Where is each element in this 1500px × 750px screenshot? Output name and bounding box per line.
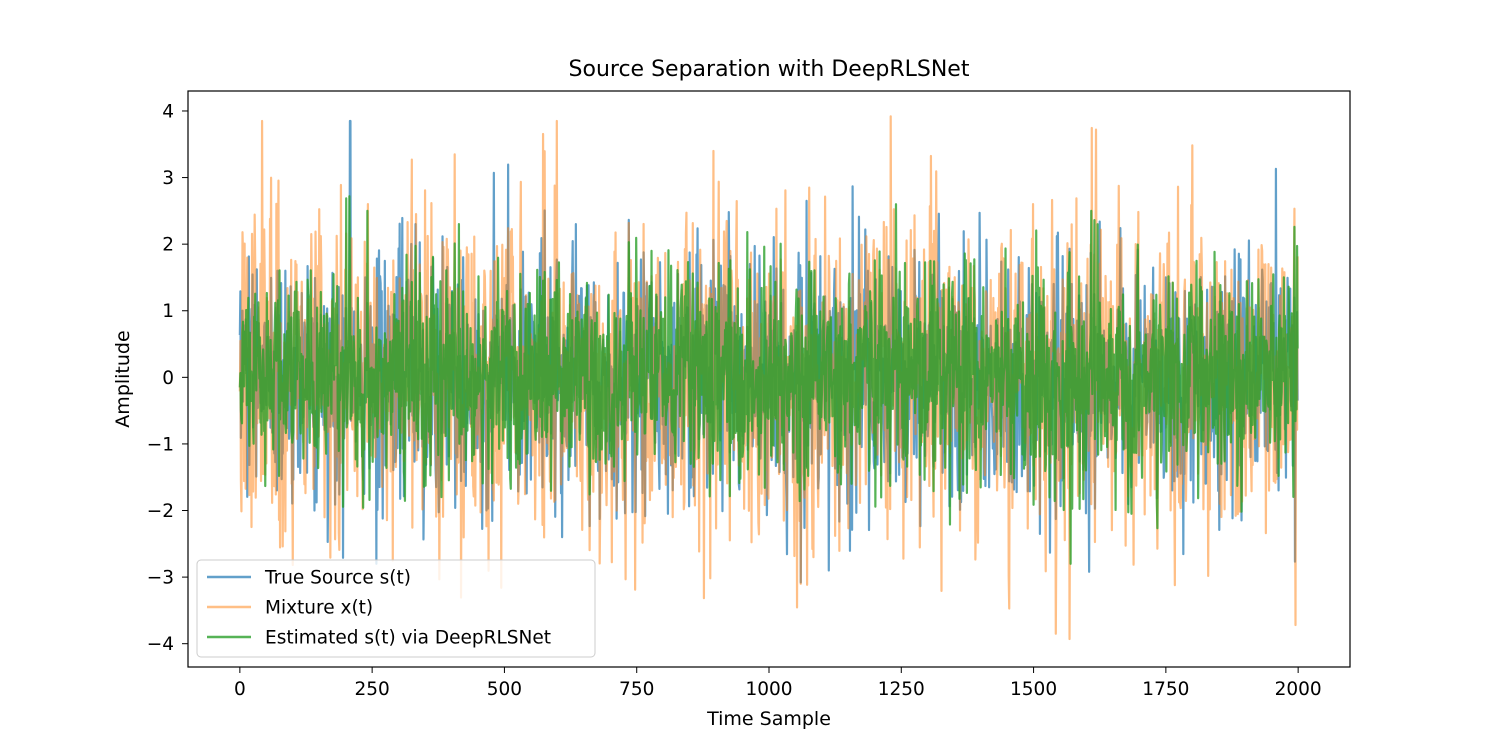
legend-label: Estimated s(t) via DeepRLSNet [265,628,551,649]
y-tick-label: 0 [162,368,174,389]
y-tick-label: 1 [162,301,174,322]
x-tick-label: 500 [487,679,522,700]
x-axis: 0 250 500 750 1000 1250 1500 1750 2000 [234,667,1322,700]
chart-title: Source Separation with DeepRLSNet [569,57,970,82]
x-tick-label: 250 [354,679,389,700]
series-line [238,195,1299,565]
legend-box [196,559,596,658]
y-tick-label: 3 [162,168,174,189]
x-tick-label: 1000 [745,679,792,700]
y-tick-label: −4 [147,634,174,655]
x-tick-label: 1500 [1010,679,1057,700]
legend: True Source s(t) Mixture x(t) Estimated s(… [196,559,596,658]
x-tick-label: 0 [234,679,246,700]
x-tick-label: 750 [619,679,654,700]
y-tick-label: 2 [162,235,174,256]
y-axis-title: Amplitude [112,330,134,427]
series-layer [238,115,1299,641]
y-axis: −4 −3 −2 −1 0 1 2 3 4 [147,101,188,655]
y-tick-label: −3 [147,568,174,589]
legend-label: True Source s(t) [264,568,411,589]
x-tick-label: 2000 [1275,679,1322,700]
y-tick-label: −1 [147,434,174,455]
y-tick-label: 4 [162,101,174,122]
x-tick-label: 1250 [878,679,925,700]
x-axis-title: Time Sample [706,708,831,730]
x-tick-label: 1750 [1142,679,1189,700]
legend-label: Mixture x(t) [265,598,373,619]
y-tick-label: −2 [147,501,174,522]
